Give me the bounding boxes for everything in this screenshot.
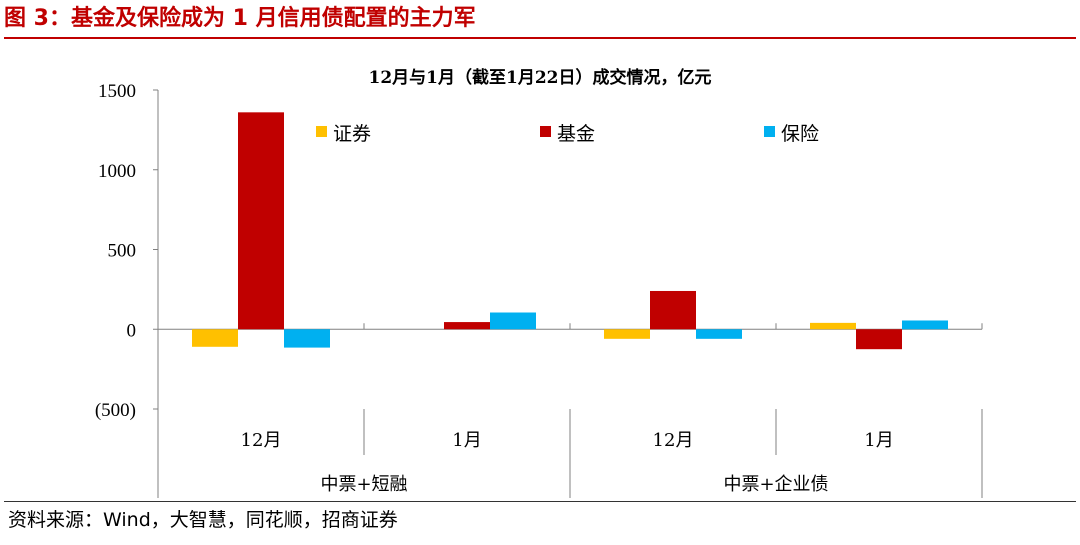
bar-3-1 (284, 329, 330, 348)
source-rule (4, 501, 1076, 502)
y-tick-label: 1500 (98, 81, 136, 102)
y-tick-label: 500 (108, 241, 137, 262)
bar-2-2 (444, 322, 490, 330)
legend-swatch-1 (316, 126, 327, 137)
bar-1-4 (810, 322, 856, 330)
source-note: 资料来源：Wind，大智慧，同花顺，招商证券 (8, 509, 398, 531)
legend-label-2: 基金 (557, 123, 595, 145)
category-label: 12月 (241, 430, 282, 451)
title-rule (4, 37, 1076, 39)
bar-1-1 (192, 329, 238, 347)
legend-label-3: 保险 (781, 123, 819, 145)
bar-2-1 (238, 112, 284, 330)
y-tick-label: 1000 (98, 161, 136, 182)
category-label: 1月 (452, 430, 481, 451)
bar-2-3 (650, 290, 696, 330)
bar-1-3 (604, 329, 650, 339)
group-label: 中票+企业债 (723, 474, 828, 495)
category-label: 1月 (864, 430, 893, 451)
bar-2-4 (856, 329, 902, 350)
bar-3-3 (696, 329, 742, 339)
bar-3-2 (490, 312, 536, 330)
category-label: 12月 (653, 430, 694, 451)
y-tick-label: (500) (95, 400, 136, 421)
legend-swatch-3 (764, 126, 775, 137)
legend-swatch-2 (540, 126, 551, 137)
legend-label-1: 证券 (333, 123, 371, 145)
y-tick-label: 0 (127, 320, 137, 341)
group-label: 中票+短融 (320, 474, 407, 495)
figure-title: 图 3：基金及保险成为 1 月信用债配置的主力军 (4, 6, 476, 31)
chart-title: 12月与1月（截至1月22日）成交情况，亿元 (369, 67, 712, 88)
bar-3-4 (902, 320, 948, 330)
